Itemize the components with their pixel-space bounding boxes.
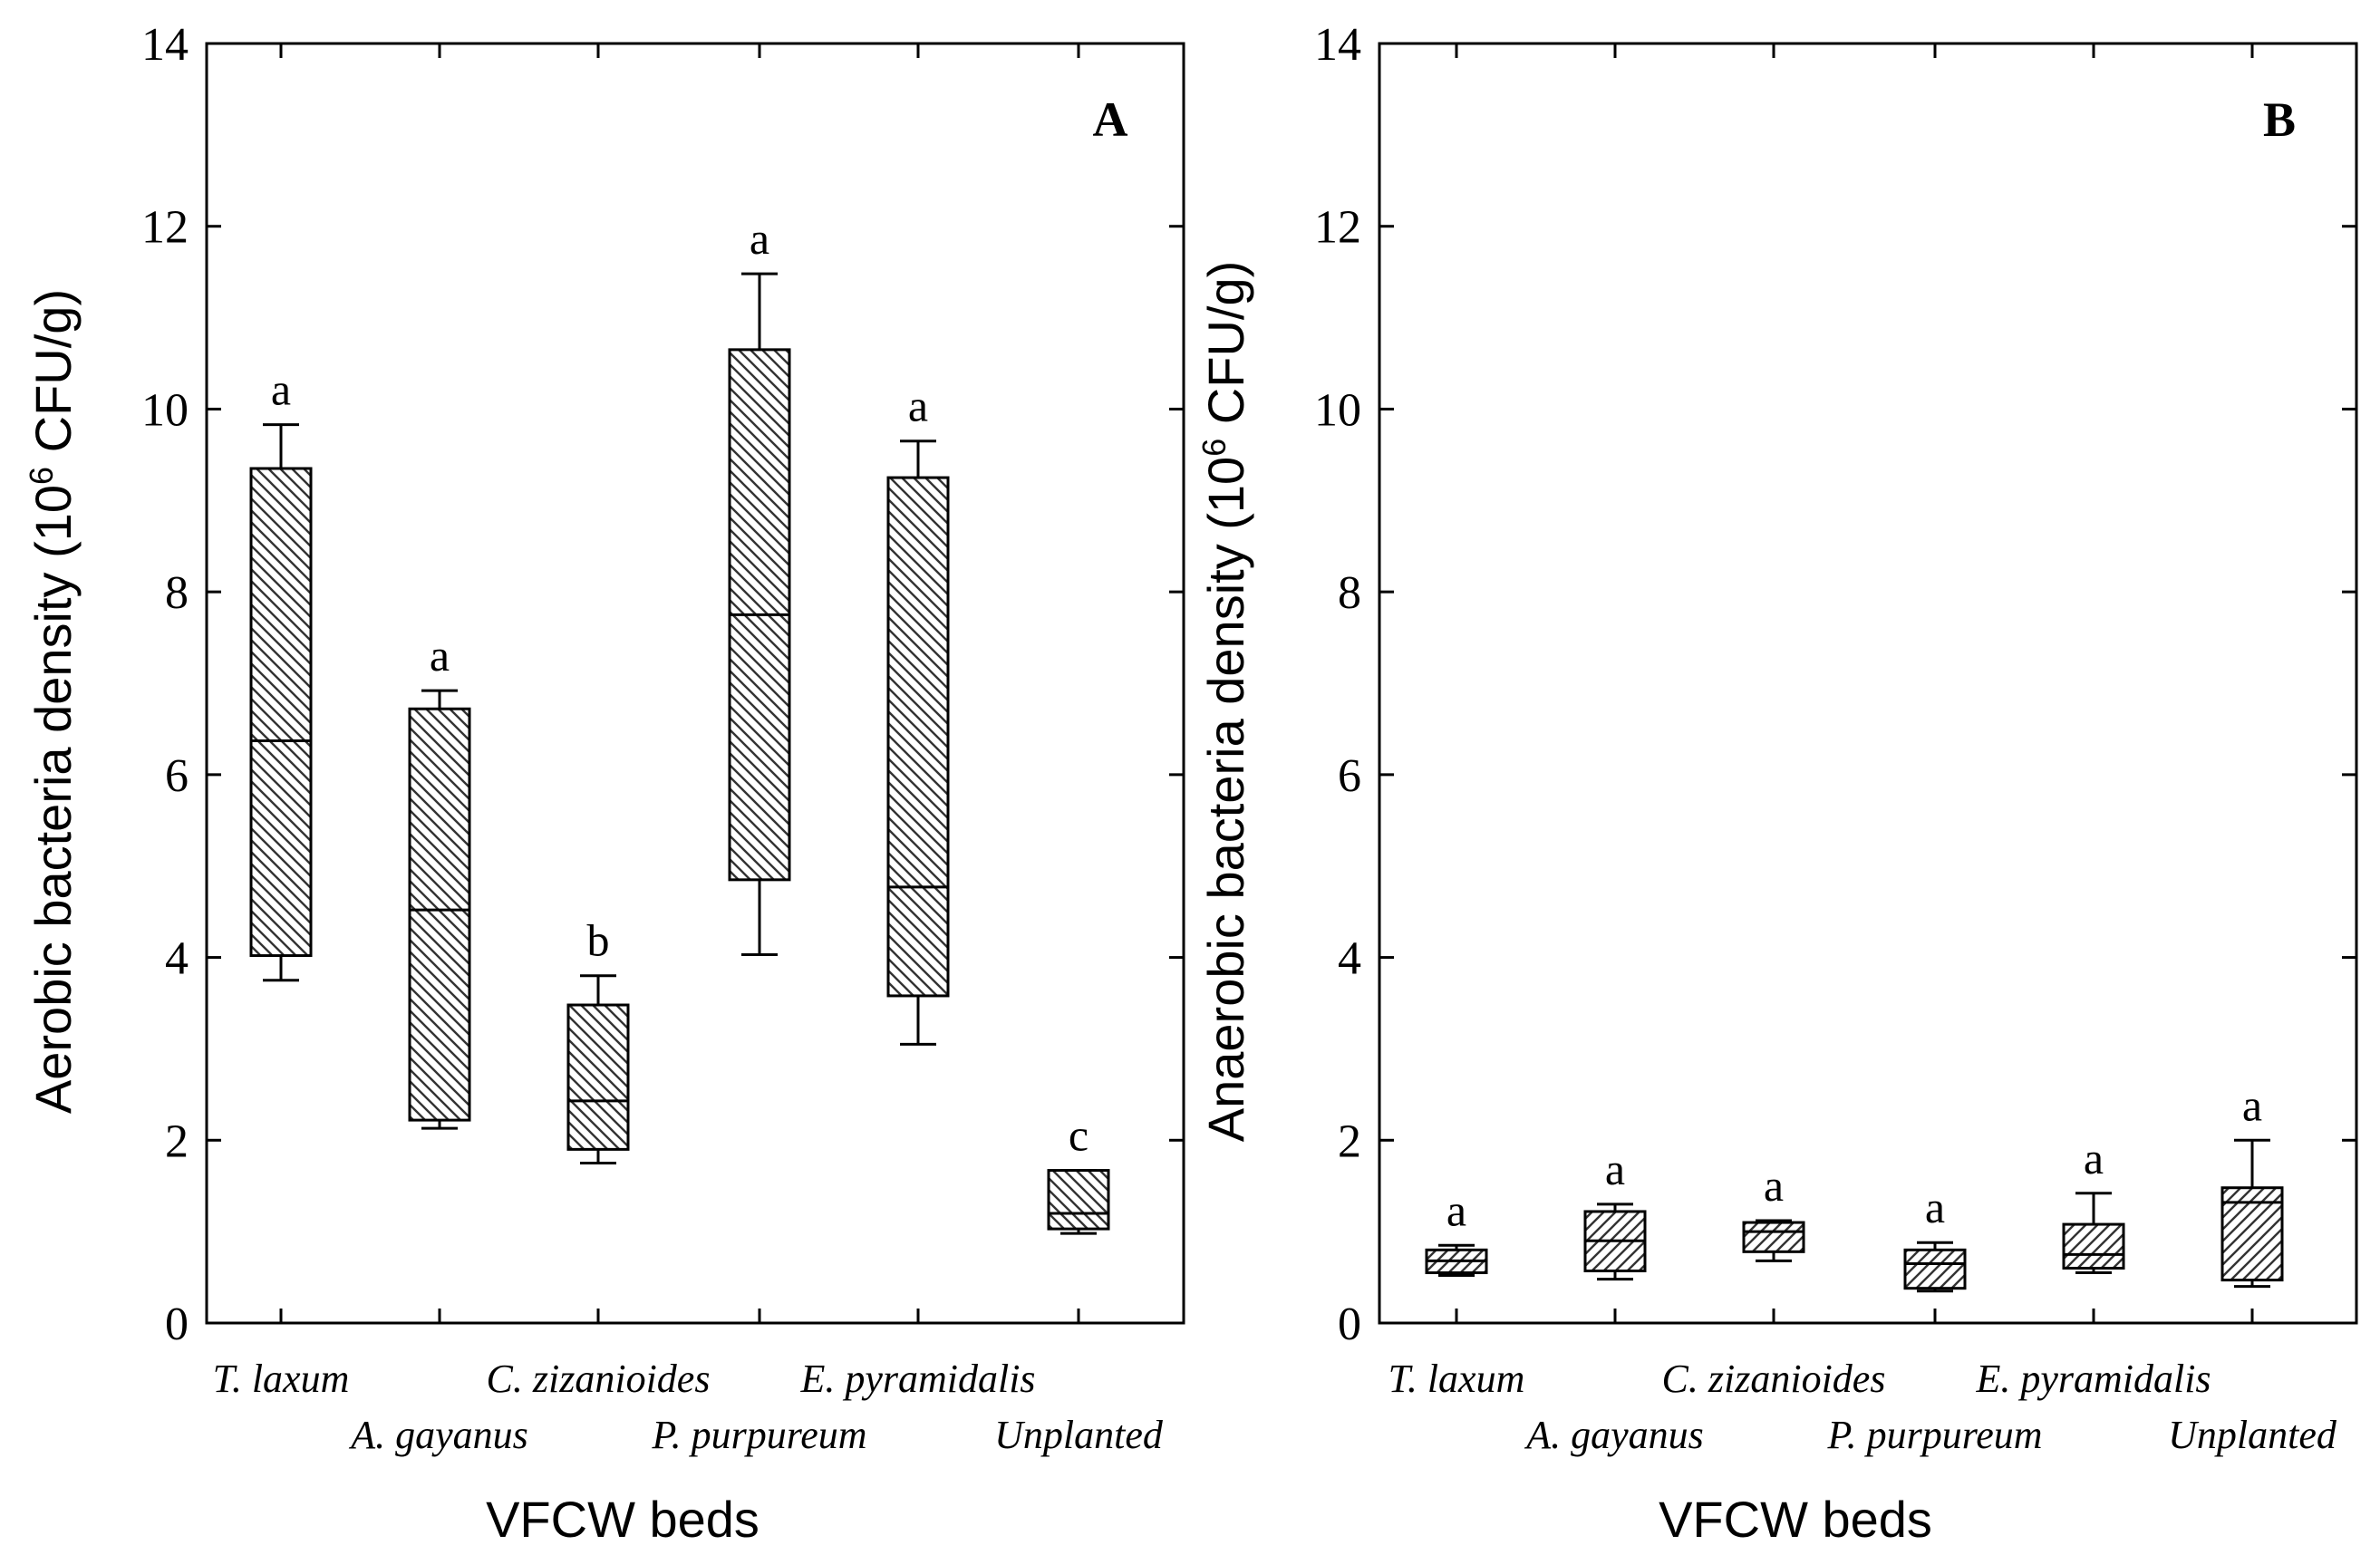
x-category-label: T. laxum <box>213 1357 350 1401</box>
y-axis-title-superscript: 6 <box>1195 439 1233 457</box>
x-category-label: C. zizanioides <box>1662 1357 1886 1401</box>
box-5: a <box>886 381 950 1046</box>
x-axis-title: VFCW beds <box>1659 1491 1932 1548</box>
x-category-label: A. gayanus <box>1524 1413 1704 1457</box>
box-5: a <box>2062 1133 2125 1275</box>
y-axis-title: Aerobic bacteria density (106 CFU/g) <box>23 289 82 1114</box>
box-4: a <box>728 213 791 957</box>
x-category-label: E. pyramidalis <box>799 1357 1035 1401</box>
significance-letter: a <box>2084 1133 2104 1183</box>
box-body <box>249 467 313 958</box>
plot-frame <box>205 42 1185 1325</box>
y-tick-label: 8 <box>165 567 189 619</box>
panel-A: 0 2 4 6 8 10 12 14 a a b a a c T. laxum A. gayanus C. zi… <box>23 19 1185 1548</box>
plot-frame <box>1378 42 2358 1325</box>
panel-B: 0 2 4 6 8 10 12 14 a a a a a a T. laxum A. gayanus C. zi… <box>1195 19 2358 1548</box>
significance-letter: a <box>750 213 769 264</box>
significance-letter: a <box>1446 1184 1466 1235</box>
y-tick-label: 10 <box>1314 384 1361 436</box>
box-body <box>408 707 471 1122</box>
y-axis-title-main: Aerobic bacteria density (10 <box>24 485 82 1114</box>
box-3: b <box>566 915 630 1164</box>
box-body <box>566 1003 630 1151</box>
y-tick-label: 14 <box>141 19 189 71</box>
y-tick-label: 12 <box>1314 202 1361 254</box>
box-3: a <box>1742 1160 1805 1262</box>
box-body <box>886 476 950 998</box>
box-1: a <box>249 364 313 982</box>
y-tick-label: 6 <box>1338 750 1361 802</box>
y-axis-title-unit: CFU/g) <box>24 289 82 467</box>
box-2: a <box>408 630 471 1130</box>
y-tick-label: 0 <box>1338 1299 1361 1350</box>
box-body <box>1903 1248 1967 1290</box>
x-category-label: P. purpureum <box>651 1413 866 1457</box>
y-tick-label: 2 <box>165 1116 189 1167</box>
y-tick-label: 6 <box>165 750 189 802</box>
box-4: a <box>1903 1182 1967 1293</box>
box-body <box>2062 1222 2125 1270</box>
significance-letter: a <box>1605 1144 1625 1194</box>
x-category-label: C. zizanioides <box>487 1357 711 1401</box>
box-6: c <box>1047 1110 1110 1235</box>
panel-letter: A <box>1093 92 1128 147</box>
box-body <box>1742 1221 1805 1253</box>
significance-letter: a <box>1925 1182 1945 1232</box>
y-tick-label: 10 <box>141 384 189 436</box>
y-axis-title-superscript: 6 <box>23 467 60 485</box>
significance-letter: a <box>908 381 928 431</box>
y-tick-label: 0 <box>165 1299 189 1350</box>
panel-letter: B <box>2263 92 2296 147</box>
y-axis-title-unit: CFU/g) <box>1197 261 1254 439</box>
y-tick-label: 4 <box>1338 933 1361 985</box>
x-category-label: P. purpureum <box>1826 1413 2042 1457</box>
x-category-label: E. pyramidalis <box>1975 1357 2211 1401</box>
significance-letter: b <box>587 915 610 966</box>
box-body <box>1047 1169 1110 1231</box>
box-2: a <box>1583 1144 1647 1281</box>
significance-letter: a <box>2242 1079 2262 1130</box>
significance-letter: a <box>271 364 291 415</box>
box-6: a <box>2220 1079 2284 1289</box>
x-category-label: Unplanted <box>994 1413 1164 1457</box>
box-1: a <box>1425 1184 1488 1278</box>
x-category-label: T. laxum <box>1388 1357 1525 1401</box>
x-category-label: Unplanted <box>2168 1413 2337 1457</box>
y-tick-label: 4 <box>165 933 189 985</box>
y-tick-label: 8 <box>1338 567 1361 619</box>
y-tick-label: 2 <box>1338 1116 1361 1167</box>
y-tick-label: 12 <box>141 202 189 254</box>
significance-letter: c <box>1069 1110 1088 1161</box>
x-axis-title: VFCW beds <box>486 1491 759 1548</box>
y-tick-label: 14 <box>1314 19 1361 71</box>
y-axis-title: Anaerobic bacteria density (106 CFU/g) <box>1195 261 1254 1142</box>
x-category-label: A. gayanus <box>348 1413 528 1457</box>
significance-letter: a <box>430 630 450 681</box>
y-axis-title-main: Anaerobic bacteria density (10 <box>1197 457 1254 1142</box>
significance-letter: a <box>1764 1160 1784 1211</box>
